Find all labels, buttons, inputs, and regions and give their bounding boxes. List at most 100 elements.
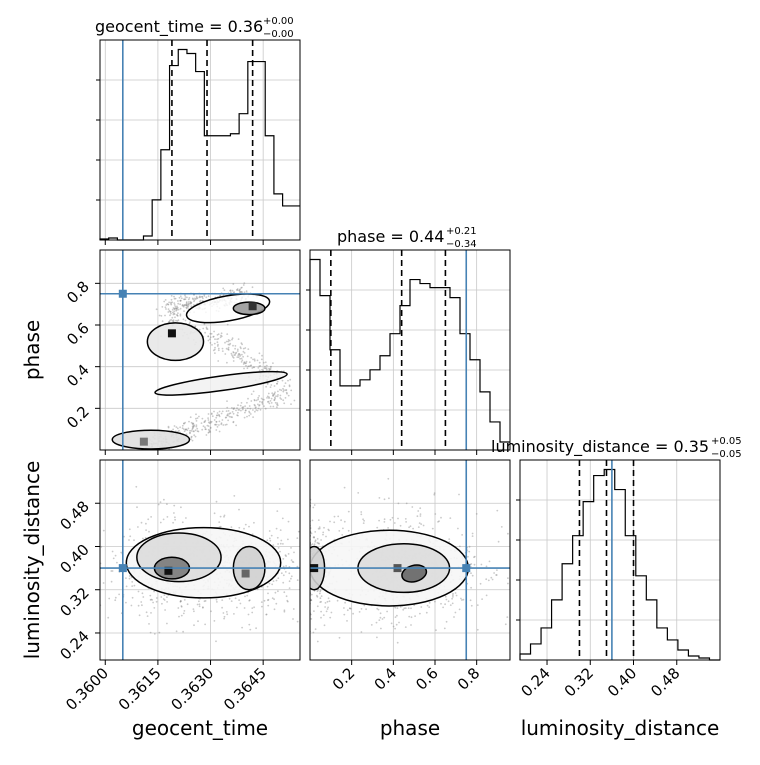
sample-point	[183, 428, 185, 430]
sample-point	[242, 363, 245, 365]
sample-point	[231, 355, 234, 358]
sample-point	[186, 303, 188, 305]
sample-point	[180, 297, 183, 300]
sample-point	[390, 622, 393, 625]
sample-point	[195, 417, 197, 420]
sample-point	[470, 586, 472, 589]
sample-point	[417, 526, 420, 528]
sample-point	[288, 384, 291, 387]
sample-point	[396, 614, 398, 617]
sample-point	[286, 392, 288, 395]
sample-point	[239, 355, 242, 357]
sample-point	[213, 348, 216, 351]
sample-point	[170, 298, 173, 301]
sample-point	[268, 396, 270, 398]
sample-point	[171, 316, 174, 319]
sample-point	[470, 563, 473, 565]
sample-point	[161, 602, 163, 605]
sample-point	[264, 407, 267, 410]
sample-point	[239, 288, 242, 291]
sample-point	[198, 600, 200, 603]
sample-point	[173, 304, 176, 306]
sample-point	[233, 613, 235, 615]
sample-point	[268, 369, 271, 371]
sample-point	[110, 580, 113, 583]
sample-point	[231, 416, 234, 419]
sample-point	[217, 347, 220, 350]
sample-point	[253, 366, 256, 369]
sample-point	[210, 610, 212, 613]
sample-point	[167, 303, 170, 306]
sample-point	[208, 429, 211, 432]
sample-point	[240, 361, 243, 363]
sample-point	[250, 400, 253, 402]
sample-point	[198, 603, 201, 606]
histogram-step	[99, 48, 300, 241]
sample-point	[272, 362, 274, 364]
sample-point	[261, 354, 263, 357]
sample-point	[341, 534, 344, 536]
sample-point	[202, 606, 204, 609]
sample-point	[467, 555, 469, 558]
sample-point	[218, 410, 221, 413]
sample-point	[275, 527, 278, 530]
sample-point	[479, 582, 482, 585]
sample-point	[399, 524, 402, 527]
sample-point	[224, 416, 227, 419]
sample-point	[234, 354, 237, 356]
sample-point	[227, 410, 230, 412]
sample-point	[235, 351, 238, 354]
sample-point	[201, 417, 204, 420]
sample-point	[163, 300, 166, 303]
histogram-step	[309, 258, 510, 450]
sample-point	[237, 356, 240, 359]
title-luminosity-distance-base: luminosity_distance = 0.35	[491, 437, 709, 457]
sample-point	[175, 307, 178, 310]
sample-point	[343, 486, 346, 489]
sample-point	[172, 313, 175, 316]
sample-point	[231, 411, 234, 413]
sample-point	[435, 629, 437, 631]
sample-point	[207, 339, 210, 342]
sample-point	[172, 320, 175, 323]
sample-point	[173, 512, 175, 514]
sample-point	[189, 416, 192, 419]
sample-point	[190, 421, 193, 424]
sample-point	[207, 295, 210, 298]
sample-point	[181, 304, 184, 306]
sample-point	[260, 397, 263, 400]
sample-point	[316, 594, 318, 597]
sample-point	[312, 536, 315, 539]
sample-point	[279, 397, 282, 399]
panel-frame	[99, 459, 301, 661]
sample-point	[323, 624, 326, 627]
density-bin	[139, 437, 148, 446]
sample-point	[434, 600, 436, 603]
sample-point	[376, 636, 378, 639]
sample-point	[182, 612, 185, 615]
sample-point	[176, 320, 179, 322]
sample-point	[187, 298, 190, 301]
sample-point	[276, 382, 278, 385]
sample-point	[212, 349, 215, 352]
sample-point	[227, 413, 229, 415]
sample-point	[397, 517, 399, 520]
sample-point	[241, 343, 244, 346]
sample-point	[320, 539, 322, 541]
sample-point	[181, 424, 184, 427]
sample-point	[240, 287, 243, 289]
sample-point	[183, 304, 186, 307]
sample-point	[324, 602, 327, 604]
sample-point	[210, 413, 213, 416]
sample-point	[238, 508, 240, 511]
sample-point	[491, 578, 494, 581]
sample-point	[319, 590, 322, 593]
sample-point	[225, 416, 228, 419]
sample-point	[269, 368, 272, 370]
sample-point	[296, 620, 299, 623]
sample-point	[142, 537, 144, 540]
sample-point	[495, 574, 498, 576]
sample-point	[168, 321, 170, 323]
sample-point	[221, 410, 224, 413]
